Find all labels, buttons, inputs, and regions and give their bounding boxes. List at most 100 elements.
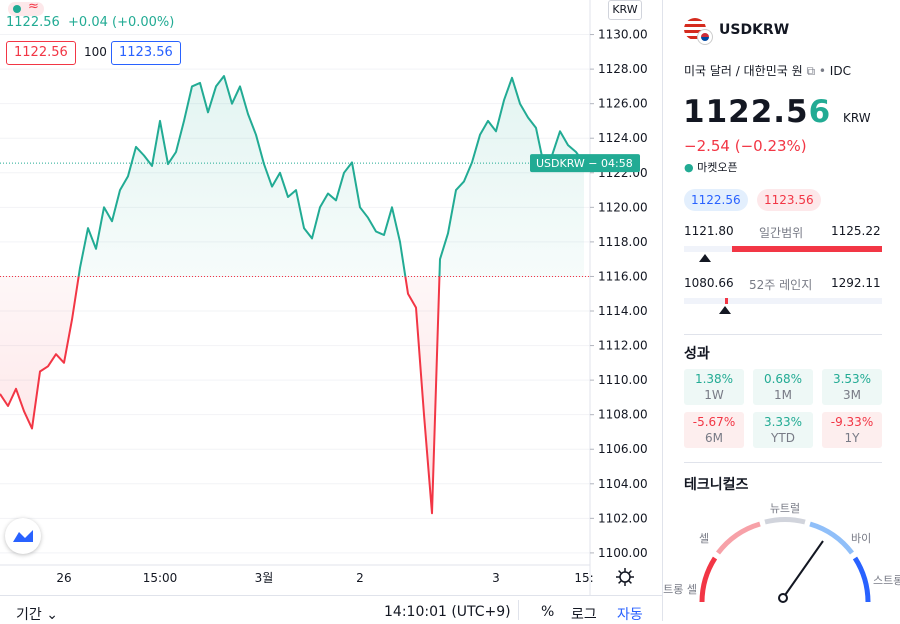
y-tick-label: 1128.00 [598, 62, 648, 76]
settings-button[interactable] [614, 566, 636, 588]
description-row: 미국 달러 / 대한민국 원 ⧉ • IDC [684, 64, 851, 78]
range-marker [699, 254, 711, 262]
price: 1122.56 KRW [683, 94, 871, 130]
y-tick-label: 1118.00 [598, 235, 648, 249]
x-tick-label: 3월 [255, 571, 274, 585]
y-tick-label: 1126.00 [598, 97, 648, 111]
range-label: 일간범위 [759, 226, 804, 240]
gauge-label: 스트롱 바이 [873, 574, 900, 587]
y-tick-label: 1114.00 [598, 304, 648, 318]
y-tick-label: 1130.00 [598, 28, 648, 42]
y-tick-label: 1120.00 [598, 200, 648, 214]
performance-value: -9.33% [830, 415, 874, 429]
gauge-arc [716, 521, 761, 555]
period: 기간 [16, 607, 42, 623]
x-tick-label: 26 [56, 571, 71, 585]
bid-button[interactable]: 1122.56 [6, 41, 76, 65]
clock: 14:10:01 (UTC+9) [384, 604, 511, 620]
gauge-pivot [778, 593, 788, 603]
gauge-arc [809, 521, 854, 555]
range-label: 52주 레인지 [749, 278, 813, 292]
bottom-bar: 기간 ⌄ 14:10:01 (UTC+9) % 로그 자동 [0, 595, 662, 623]
separator [518, 600, 519, 620]
y-tick-label: 1100.00 [598, 546, 648, 560]
header-quote: 1122.56 +0.04 (+0.00%) [6, 15, 174, 30]
performance-cell: 1.38% 1W [684, 369, 744, 405]
spread: 100 [84, 45, 107, 59]
x-tick-label: 15:00 [143, 571, 178, 585]
performance-period: 6M [705, 431, 723, 445]
section-title: 테크니컬즈 [684, 477, 749, 493]
period-button[interactable]: 기간 ⌄ [16, 607, 58, 623]
performance-value: 3.53% [832, 372, 872, 386]
percent-toggle[interactable]: % [541, 604, 555, 620]
log-toggle[interactable]: 로그 [571, 607, 597, 623]
technicals-gauge: 스트롱 셀 셀 뉴트럴 바이 스트롱 바이 [663, 502, 900, 603]
performance-cell: 0.68% 1M [753, 369, 813, 405]
y-tick-label: 1108.00 [598, 408, 648, 422]
exchange: IDC [829, 64, 851, 78]
price-main: 1122.5 [683, 94, 809, 130]
y-tick-label: 1116.00 [598, 269, 648, 283]
gauge-label: 스트롱 셀 [663, 583, 697, 596]
status: 마켓오픈 [697, 161, 738, 174]
performance-value: -5.67% [692, 415, 736, 429]
logo-button[interactable] [5, 518, 41, 554]
separator [684, 334, 882, 335]
y-tick-label: 1112.00 [598, 339, 648, 353]
performance-cell: 3.53% 3M [822, 369, 882, 405]
performance-cell: -5.67% 6M [684, 412, 744, 448]
ask-button[interactable]: 1123.56 [111, 41, 181, 65]
gauge-label: 뉴트럴 [770, 502, 800, 515]
status-icons[interactable]: ≈ [8, 0, 44, 16]
range-low: 1080.66 [684, 276, 734, 290]
performance-value: 1.38% [694, 372, 734, 386]
area [0, 76, 584, 514]
price-line [0, 75, 585, 515]
gauge-arc [764, 517, 806, 525]
range-low: 1121.80 [684, 224, 734, 238]
change: +0.04 (+0.00%) [68, 15, 175, 30]
y-tick-label: 1102.00 [598, 511, 648, 525]
performance-period: 1W [704, 388, 724, 402]
x-tick-label: 3 [492, 571, 500, 585]
performance-period: YTD [771, 431, 795, 445]
x-tick-label: 15: [574, 571, 593, 585]
separator [684, 462, 882, 463]
y-tick-label: 1124.00 [598, 131, 648, 145]
unit-button[interactable]: KRW [608, 0, 642, 20]
symbol[interactable]: USDKRW [719, 22, 790, 38]
ask: 1123.56 [757, 189, 821, 211]
status-row: ● 마켓오픈 [684, 161, 738, 174]
performance-value: 0.68% [763, 372, 803, 386]
logo-icon [13, 530, 33, 542]
flag-kr [697, 29, 713, 45]
performance-period: 1Y [844, 431, 860, 445]
range-high: 1125.22 [831, 224, 881, 238]
auto-toggle[interactable]: 자동 [617, 607, 643, 623]
gauge-arc [699, 556, 718, 603]
last-price-label: USDKRW − 04:58 [536, 157, 633, 170]
gauge-label: 바이 [851, 532, 871, 545]
quote: 1122.56 [6, 15, 60, 30]
change: −2.54 (−0.23%) [684, 137, 807, 155]
currency: KRW [843, 111, 871, 125]
price-last-digit: 6 [808, 94, 832, 130]
performance-period: 3M [843, 388, 861, 402]
y-tick-label: 1106.00 [598, 442, 648, 456]
symbol-panel: USDKRW 미국 달러 / 대한민국 원 ⧉ • IDC 1122.56 KR… [662, 0, 900, 621]
range-marker [719, 306, 731, 314]
performance-cell: 3.33% YTD [753, 412, 813, 448]
gauge-needle [782, 540, 824, 599]
bid: 1122.56 [684, 189, 748, 211]
y-tick-label: 1110.00 [598, 373, 648, 387]
chart: 1100.00 1102.00 1104.00 1106.00 1108.00 1110.… [0, 0, 648, 595]
range-bar [684, 246, 882, 252]
x-tick-label: 2 [356, 571, 364, 585]
performance-value: 3.33% [763, 415, 803, 429]
range-bar [684, 298, 882, 304]
range-high: 1292.11 [831, 276, 881, 290]
performance-cell: -9.33% 1Y [822, 412, 882, 448]
performance-period: 1M [774, 388, 792, 402]
